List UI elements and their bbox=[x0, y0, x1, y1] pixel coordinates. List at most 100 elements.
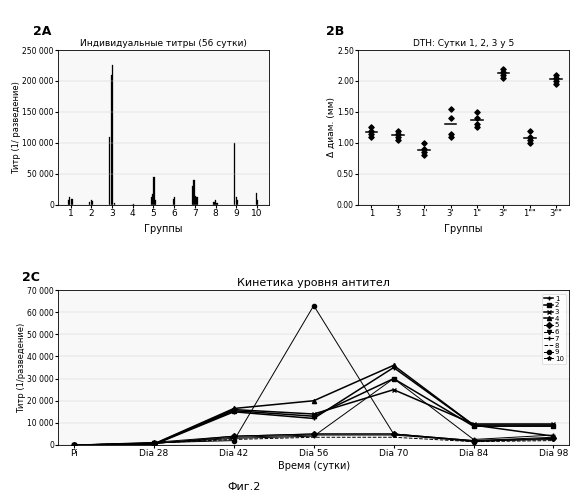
Y-axis label: Титр (1/ разведение): Титр (1/ разведение) bbox=[12, 81, 21, 174]
9 bbox=[150, 440, 157, 446]
Bar bbox=[152, 194, 153, 205]
Bar bbox=[68, 200, 69, 205]
Bar bbox=[173, 200, 174, 205]
10 bbox=[310, 431, 317, 437]
3 bbox=[230, 406, 237, 412]
9 bbox=[71, 442, 78, 448]
Title: Индивидуальные титры (56 сутки): Индивидуальные титры (56 сутки) bbox=[80, 39, 247, 48]
6 bbox=[390, 432, 397, 438]
2 bbox=[310, 413, 317, 419]
Bar bbox=[155, 200, 156, 205]
5 bbox=[310, 431, 317, 437]
Point bbox=[446, 132, 455, 140]
7 bbox=[310, 433, 317, 439]
Text: 2A: 2A bbox=[33, 24, 51, 38]
Line: 1: 1 bbox=[72, 366, 555, 447]
Bar bbox=[72, 200, 73, 205]
Point bbox=[393, 136, 403, 144]
Point bbox=[419, 148, 429, 156]
Bar bbox=[236, 198, 237, 205]
Point bbox=[367, 132, 376, 140]
1 bbox=[150, 442, 157, 448]
Text: 2B: 2B bbox=[327, 24, 345, 38]
Point bbox=[498, 68, 508, 76]
4 bbox=[230, 406, 237, 411]
9 bbox=[390, 431, 397, 437]
Bar bbox=[113, 203, 114, 205]
Bar bbox=[257, 200, 259, 205]
X-axis label: Группы: Группы bbox=[145, 224, 183, 234]
5 bbox=[470, 438, 477, 444]
1 bbox=[71, 442, 78, 448]
Point bbox=[419, 152, 429, 160]
Point bbox=[367, 126, 376, 134]
Text: 2C: 2C bbox=[22, 271, 40, 284]
Bar bbox=[234, 143, 235, 205]
Point bbox=[393, 126, 403, 134]
Line: 5: 5 bbox=[72, 432, 555, 447]
Bar bbox=[89, 202, 91, 205]
5 bbox=[71, 442, 78, 448]
5 bbox=[550, 436, 557, 442]
Point bbox=[472, 120, 482, 128]
Point bbox=[472, 108, 482, 116]
3 bbox=[71, 442, 78, 448]
6 bbox=[550, 436, 557, 442]
Point bbox=[419, 139, 429, 147]
Bar bbox=[150, 198, 152, 205]
3 bbox=[390, 386, 397, 392]
Point bbox=[525, 126, 535, 134]
Text: Фиг.2: Фиг.2 bbox=[227, 482, 261, 492]
10 bbox=[150, 440, 157, 446]
Bar bbox=[195, 196, 196, 205]
Bar bbox=[192, 186, 193, 205]
1 bbox=[230, 409, 237, 415]
10 bbox=[71, 442, 78, 448]
1 bbox=[310, 416, 317, 422]
Bar bbox=[91, 200, 92, 205]
8 bbox=[470, 438, 477, 444]
Point bbox=[498, 64, 508, 72]
Bar bbox=[193, 180, 195, 205]
Point bbox=[393, 132, 403, 140]
Bar bbox=[237, 200, 238, 205]
8 bbox=[71, 442, 78, 448]
Point bbox=[472, 124, 482, 132]
6 bbox=[150, 440, 157, 446]
5 bbox=[390, 431, 397, 437]
Point bbox=[525, 136, 535, 144]
Point bbox=[498, 74, 508, 82]
Y-axis label: Титр (1/разведение): Титр (1/разведение) bbox=[17, 322, 26, 412]
7 bbox=[470, 436, 477, 442]
Point bbox=[367, 124, 376, 132]
Bar bbox=[216, 203, 218, 205]
Point bbox=[525, 139, 535, 147]
Title: DTH: Сутки 1, 2, 3 у 5: DTH: Сутки 1, 2, 3 у 5 bbox=[413, 39, 514, 48]
Point bbox=[472, 114, 482, 122]
1 bbox=[550, 422, 557, 428]
5 bbox=[230, 433, 237, 439]
2 bbox=[550, 423, 557, 429]
Point bbox=[551, 80, 561, 88]
Point bbox=[367, 130, 376, 138]
4 bbox=[71, 442, 78, 448]
Point bbox=[393, 130, 403, 138]
Point bbox=[446, 130, 455, 138]
8 bbox=[390, 434, 397, 440]
2 bbox=[71, 442, 78, 448]
7 bbox=[150, 440, 157, 446]
1 bbox=[390, 364, 397, 370]
Bar bbox=[256, 192, 257, 205]
10 bbox=[470, 438, 477, 444]
Point bbox=[446, 105, 455, 113]
2 bbox=[470, 423, 477, 429]
Bar bbox=[112, 66, 113, 205]
Point bbox=[551, 77, 561, 85]
2 bbox=[390, 376, 397, 382]
Bar bbox=[213, 202, 215, 205]
X-axis label: Время (сутки): Время (сутки) bbox=[278, 461, 350, 471]
Bar bbox=[109, 136, 110, 205]
9 bbox=[310, 302, 317, 308]
Line: 2: 2 bbox=[72, 376, 555, 447]
6 bbox=[470, 438, 477, 444]
